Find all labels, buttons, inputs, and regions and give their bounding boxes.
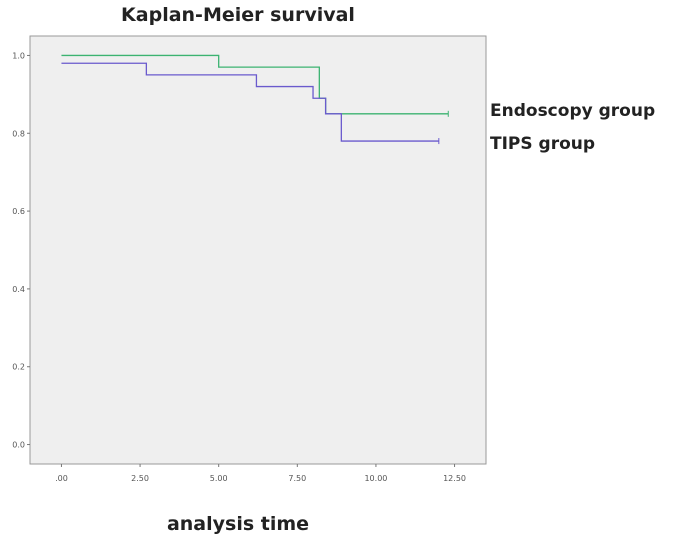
y-axis: 0.0 0.2 0.4 0.6 0.8 1.0 bbox=[12, 51, 30, 450]
x-tick-label: 12.50 bbox=[443, 474, 466, 483]
survival-curve-tips bbox=[61, 62, 439, 142]
series-layer bbox=[61, 54, 449, 145]
x-tick-label: .00 bbox=[55, 474, 68, 483]
chart-title: Kaplan-Meier survival bbox=[121, 4, 355, 26]
y-tick-label: 0.6 bbox=[12, 207, 25, 216]
y-tick-label: 0.4 bbox=[12, 285, 25, 294]
legend-endoscopy-group: Endoscopy group bbox=[490, 101, 655, 121]
legend-tips-group: TIPS group bbox=[490, 134, 595, 154]
x-tick-label: 5.00 bbox=[210, 474, 228, 483]
x-tick-label: 2.50 bbox=[131, 474, 149, 483]
x-axis-label: analysis time bbox=[167, 513, 309, 535]
y-tick-label: 0.8 bbox=[12, 129, 25, 138]
y-tick-label: 1.0 bbox=[12, 51, 25, 60]
y-tick-label: 0.2 bbox=[12, 363, 25, 372]
x-axis: .00 2.50 5.00 7.50 10.00 12.50 bbox=[55, 464, 466, 483]
x-tick-label: 10.00 bbox=[364, 474, 387, 483]
y-tick-label: 0.0 bbox=[12, 441, 25, 450]
x-tick-label: 7.50 bbox=[288, 474, 306, 483]
plot-area bbox=[29, 35, 487, 465]
